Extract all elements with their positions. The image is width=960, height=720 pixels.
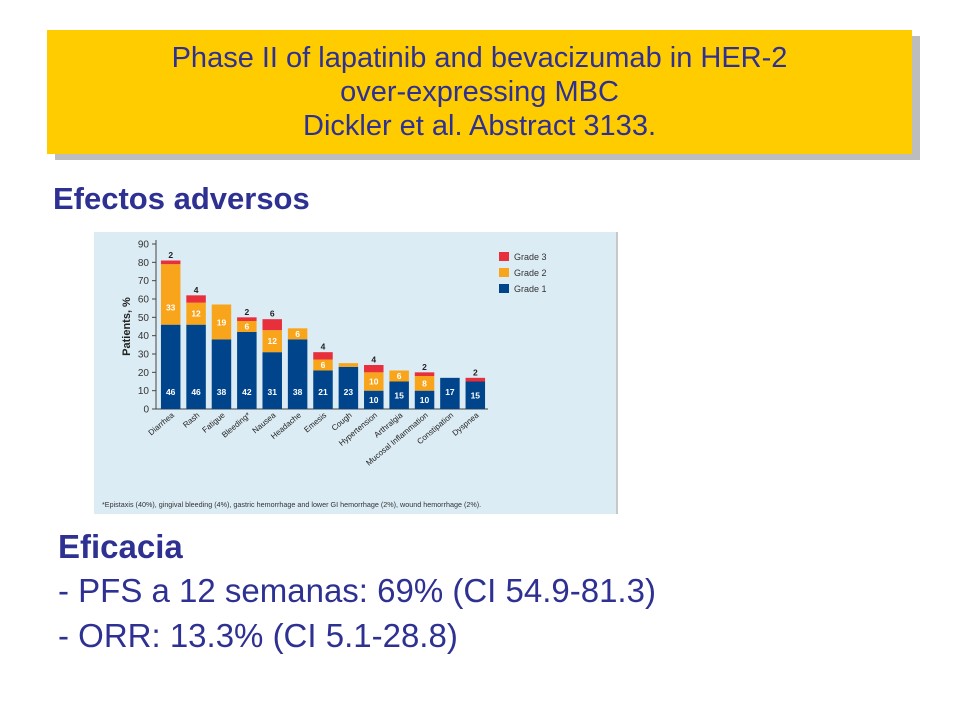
efficacy-orr: - ORR: 13.3% (CI 5.1-28.8) bbox=[58, 617, 458, 654]
data-label: 12 bbox=[191, 309, 201, 319]
y-tick-label: 0 bbox=[143, 405, 149, 416]
bar-segment bbox=[262, 319, 282, 331]
bar-segment bbox=[465, 377, 486, 382]
title-banner: Phase II of lapatinib and bevacizumab in… bbox=[47, 30, 912, 154]
bar-segment bbox=[160, 260, 181, 265]
title-line-3: Dickler et al. Abstract 3133. bbox=[303, 110, 656, 142]
data-label: 19 bbox=[217, 317, 227, 327]
efficacy-heading: Eficacia bbox=[58, 528, 183, 565]
y-tick-label: 90 bbox=[138, 240, 150, 251]
bar-segment bbox=[262, 352, 282, 409]
bar-segment bbox=[414, 372, 435, 376]
y-tick-label: 30 bbox=[138, 350, 150, 361]
data-label: 2 bbox=[168, 250, 173, 260]
data-label: 6 bbox=[270, 309, 275, 319]
data-label: 46 bbox=[166, 387, 176, 397]
bar-segment bbox=[237, 321, 257, 332]
data-label: 4 bbox=[371, 355, 376, 365]
data-label: 38 bbox=[293, 387, 303, 397]
efficacy-block: Eficacia - PFS a 12 semanas: 69% (CI 54.… bbox=[58, 526, 656, 658]
y-tick-label: 60 bbox=[138, 295, 150, 306]
bar-segment bbox=[160, 264, 181, 325]
data-label: 15 bbox=[394, 390, 404, 400]
bar-segment bbox=[287, 328, 308, 340]
category-label: Emesis bbox=[302, 411, 328, 435]
adverse-events-chart: 0 10 20 30 40 50 60 70 80 90 Patients, % 46 33 2 Diarr… bbox=[94, 232, 618, 514]
data-label: 6 bbox=[321, 360, 326, 370]
chart-footnote: *Epistaxis (40%), gingival bleeding (4%)… bbox=[102, 500, 481, 509]
category-label: Bleeding* bbox=[220, 411, 252, 440]
efficacy-pfs: - PFS a 12 semanas: 69% (CI 54.9-81.3) bbox=[58, 572, 656, 609]
data-label: 42 bbox=[242, 387, 252, 397]
y-tick-label: 20 bbox=[138, 368, 150, 379]
data-label: 6 bbox=[295, 329, 300, 339]
data-label: 17 bbox=[445, 387, 455, 397]
bar-segment bbox=[313, 352, 333, 360]
bar-segment bbox=[186, 295, 206, 303]
data-label: 4 bbox=[321, 342, 326, 352]
bar-segment bbox=[338, 363, 359, 367]
y-tick-label: 10 bbox=[138, 386, 150, 397]
y-tick-label: 70 bbox=[138, 276, 150, 287]
data-label: 6 bbox=[397, 371, 402, 381]
bar-segment bbox=[389, 370, 409, 382]
category-label: Diarrhea bbox=[147, 410, 177, 437]
data-label: 10 bbox=[369, 395, 379, 405]
data-label: 12 bbox=[267, 336, 277, 346]
bar-segment bbox=[364, 365, 384, 373]
bar-segment bbox=[389, 381, 409, 409]
bar-segment bbox=[338, 366, 359, 409]
legend-swatch bbox=[499, 252, 509, 261]
y-tick-label: 40 bbox=[138, 331, 150, 342]
bar-segment bbox=[186, 302, 206, 325]
data-label: 10 bbox=[369, 377, 379, 387]
data-label: 33 bbox=[166, 303, 176, 313]
data-label: 8 bbox=[422, 378, 427, 388]
data-label: 21 bbox=[318, 387, 328, 397]
y-tick-label: 50 bbox=[138, 313, 150, 324]
bar-segment bbox=[211, 304, 232, 340]
category-label: Rash bbox=[181, 411, 201, 430]
legend-label: Grade 1 bbox=[514, 284, 547, 294]
y-axis-label: Patients, % bbox=[121, 297, 133, 356]
category-label: Dyspnea bbox=[451, 410, 481, 438]
bar-segment bbox=[364, 372, 384, 391]
bar-segment bbox=[414, 376, 435, 391]
bar-segment bbox=[237, 317, 257, 321]
data-label: 4 bbox=[194, 285, 199, 295]
data-label: 23 bbox=[344, 387, 354, 397]
data-label: 31 bbox=[267, 387, 277, 397]
bar-segment bbox=[465, 381, 486, 409]
data-label: 38 bbox=[217, 387, 227, 397]
bar-segment bbox=[313, 359, 333, 371]
title-line-1: Phase II of lapatinib and bevacizumab in… bbox=[171, 42, 788, 74]
legend-label: Grade 2 bbox=[514, 268, 547, 278]
bar-segment bbox=[160, 324, 181, 409]
data-label: 2 bbox=[473, 367, 478, 377]
y-tick-label: 80 bbox=[138, 258, 150, 269]
bar-segment bbox=[262, 330, 282, 353]
data-label: 2 bbox=[422, 362, 427, 372]
bar-segment bbox=[237, 332, 257, 409]
data-label: 46 bbox=[191, 387, 201, 397]
title-line-2: over-expressing MBC bbox=[340, 76, 619, 108]
data-label: 6 bbox=[244, 322, 249, 332]
bar-segment bbox=[440, 377, 460, 409]
data-label: 10 bbox=[420, 395, 430, 405]
bar-segment bbox=[364, 390, 384, 409]
bar-segment bbox=[414, 390, 435, 409]
bar-segment bbox=[313, 370, 333, 409]
section-heading: Efectos adversos bbox=[53, 181, 310, 216]
legend-swatch bbox=[499, 284, 509, 293]
bar-segment bbox=[287, 339, 308, 409]
bar-segment bbox=[186, 324, 206, 409]
data-label: 15 bbox=[471, 390, 481, 400]
legend-swatch bbox=[499, 268, 509, 277]
legend-label: Grade 3 bbox=[514, 252, 547, 262]
bar-segment bbox=[211, 339, 232, 409]
data-label: 2 bbox=[244, 307, 249, 317]
